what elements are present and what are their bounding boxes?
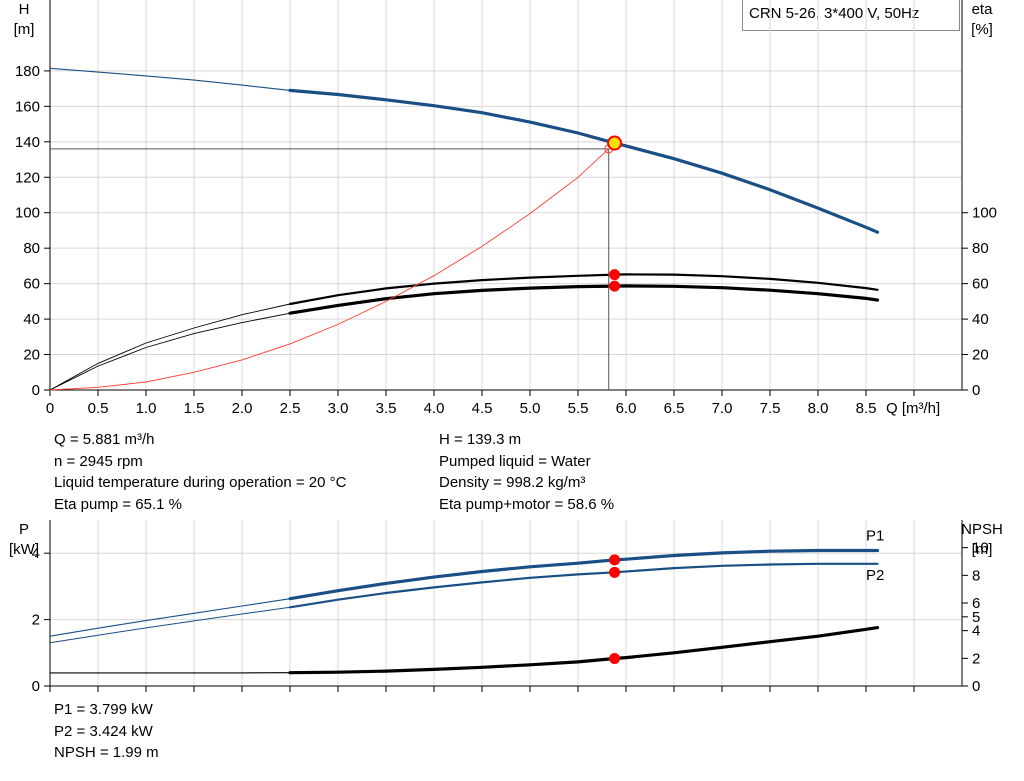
info-bottom: P1 = 3.799 kW P2 = 3.424 kW NPSH = 1.99 … — [54, 699, 159, 764]
y-right-tick-label: 20 — [972, 347, 989, 364]
series-line-eta-pump-motor-extrapolated — [49, 312, 291, 391]
y-left-tick-label: 2 — [32, 612, 40, 629]
y-left-tick-label: 20 — [23, 347, 40, 364]
y-left-tick-label: 4 — [32, 545, 40, 562]
y-right-tick-label: 2 — [972, 650, 980, 667]
info-left: Q = 5.881 m³/h n = 2945 rpm Liquid tempe… — [54, 429, 346, 515]
y-right-tick-label: 40 — [972, 311, 989, 328]
head-readout: H = 139.3 m — [439, 431, 522, 448]
y-right-tick-label: 8 — [972, 567, 980, 584]
x-tick-label: 8.0 — [808, 400, 829, 417]
y-left-tick-label: 140 — [15, 134, 40, 151]
y-left-tick-label: 60 — [23, 276, 40, 293]
y-right-tick-label: 5 — [972, 609, 980, 626]
x-tick-label: 8.5 — [856, 400, 877, 417]
duty-point-eta-pump-motor — [609, 280, 621, 292]
y-right-tick-label: 80 — [972, 240, 989, 257]
p2-readout: P2 = 3.424 kW — [54, 722, 153, 740]
pumped-liquid-readout: Pumped liquid = Water — [439, 452, 591, 470]
x-tick-label: 1.5 — [184, 400, 205, 417]
eta-pump-motor-readout: Eta pump+motor = 58.6 % — [439, 495, 615, 513]
y-left-axis-unit: [m] — [14, 21, 35, 38]
series-label-p2: P2 — [866, 567, 884, 584]
liquid-temperature-readout: Liquid temperature during operation = 20… — [54, 474, 347, 491]
flow-readout: Q = 5.881 m³/h — [54, 431, 155, 448]
x-tick-label: 1.0 — [136, 400, 157, 417]
x-tick-label: 3.0 — [328, 400, 349, 417]
series-line-h — [288, 88, 880, 234]
speed-readout: n = 2945 rpm — [54, 452, 143, 470]
duty-point-head — [607, 135, 623, 151]
npsh-readout: NPSH = 1.99 m — [54, 744, 159, 761]
y-right-tick-label: 60 — [972, 276, 989, 293]
y-right-tick-label: 10 — [972, 540, 989, 557]
duty-point-p1 — [609, 554, 621, 566]
y-right-tick-label: 6 — [972, 595, 980, 612]
y-left-tick-label: 160 — [15, 98, 40, 115]
duty-point-eta-pump — [609, 269, 621, 281]
x-tick-label: 3.5 — [376, 400, 397, 417]
chart-title-box: CRN 5-26, 3*400 V, 50Hz — [742, 0, 960, 31]
series-label-p1: P1 — [866, 528, 884, 545]
y-left-tick-label: 80 — [23, 240, 40, 257]
x-tick-label: 6.0 — [616, 400, 637, 417]
series-line-p2-extrapolated — [49, 606, 291, 644]
y-left-tick-label: 0 — [32, 382, 40, 399]
x-tick-label: 7.0 — [712, 400, 733, 417]
density-readout: Density = 998.2 kg/m³ — [439, 474, 586, 491]
y-left-tick-label: 40 — [23, 311, 40, 328]
series-line-npsh — [288, 626, 880, 675]
x-tick-label: 4.0 — [424, 400, 445, 417]
y-right-axis-label: NPSH — [961, 521, 1003, 538]
y-left-axis-unit: [kW] — [9, 541, 39, 558]
chart-title: CRN 5-26, 3*400 V, 50Hz — [749, 5, 920, 22]
x-tick-label: 6.5 — [664, 400, 685, 417]
y-right-tick-label: 4 — [972, 623, 980, 640]
y-left-axis-label: H — [19, 1, 30, 18]
series-line-p1-extrapolated — [49, 598, 291, 637]
y-right-axis-unit: [m] — [972, 541, 993, 558]
y-left-tick-label: 0 — [32, 678, 40, 695]
x-axis-label: Q [m³/h] — [886, 400, 940, 417]
duty-point-p2 — [609, 566, 621, 578]
y-right-axis-label: eta — [972, 1, 994, 18]
y-right-tick-label: 100 — [972, 205, 997, 222]
x-tick-label: 2.5 — [280, 400, 301, 417]
x-tick-label: 5.0 — [520, 400, 541, 417]
y-right-tick-label: 0 — [972, 382, 980, 399]
y-right-axis-unit: [%] — [971, 21, 993, 38]
series-line-h-extrapolated — [49, 67, 291, 91]
y-left-tick-label: 180 — [15, 63, 40, 80]
x-tick-label: 0.5 — [88, 400, 109, 417]
y-left-tick-label: 100 — [15, 205, 40, 222]
p1-readout: P1 = 3.799 kW — [54, 701, 153, 718]
duty-point-npsh — [609, 652, 621, 664]
x-tick-label: 2.0 — [232, 400, 253, 417]
y-right-tick-label: 0 — [972, 678, 980, 695]
info-right: H = 139.3 m Pumped liquid = Water Densit… — [439, 429, 614, 515]
x-tick-label: 4.5 — [472, 400, 493, 417]
y-left-tick-label: 120 — [15, 169, 40, 186]
series-line-eta-pump-extrapolated — [49, 303, 291, 391]
x-tick-label: 5.5 — [568, 400, 589, 417]
series-line-system-curve — [49, 148, 610, 391]
y-left-axis-label: P — [19, 521, 29, 538]
x-tick-label: 0 — [46, 400, 54, 417]
x-tick-label: 7.5 — [760, 400, 781, 417]
eta-pump-readout: Eta pump = 65.1 % — [54, 495, 182, 513]
